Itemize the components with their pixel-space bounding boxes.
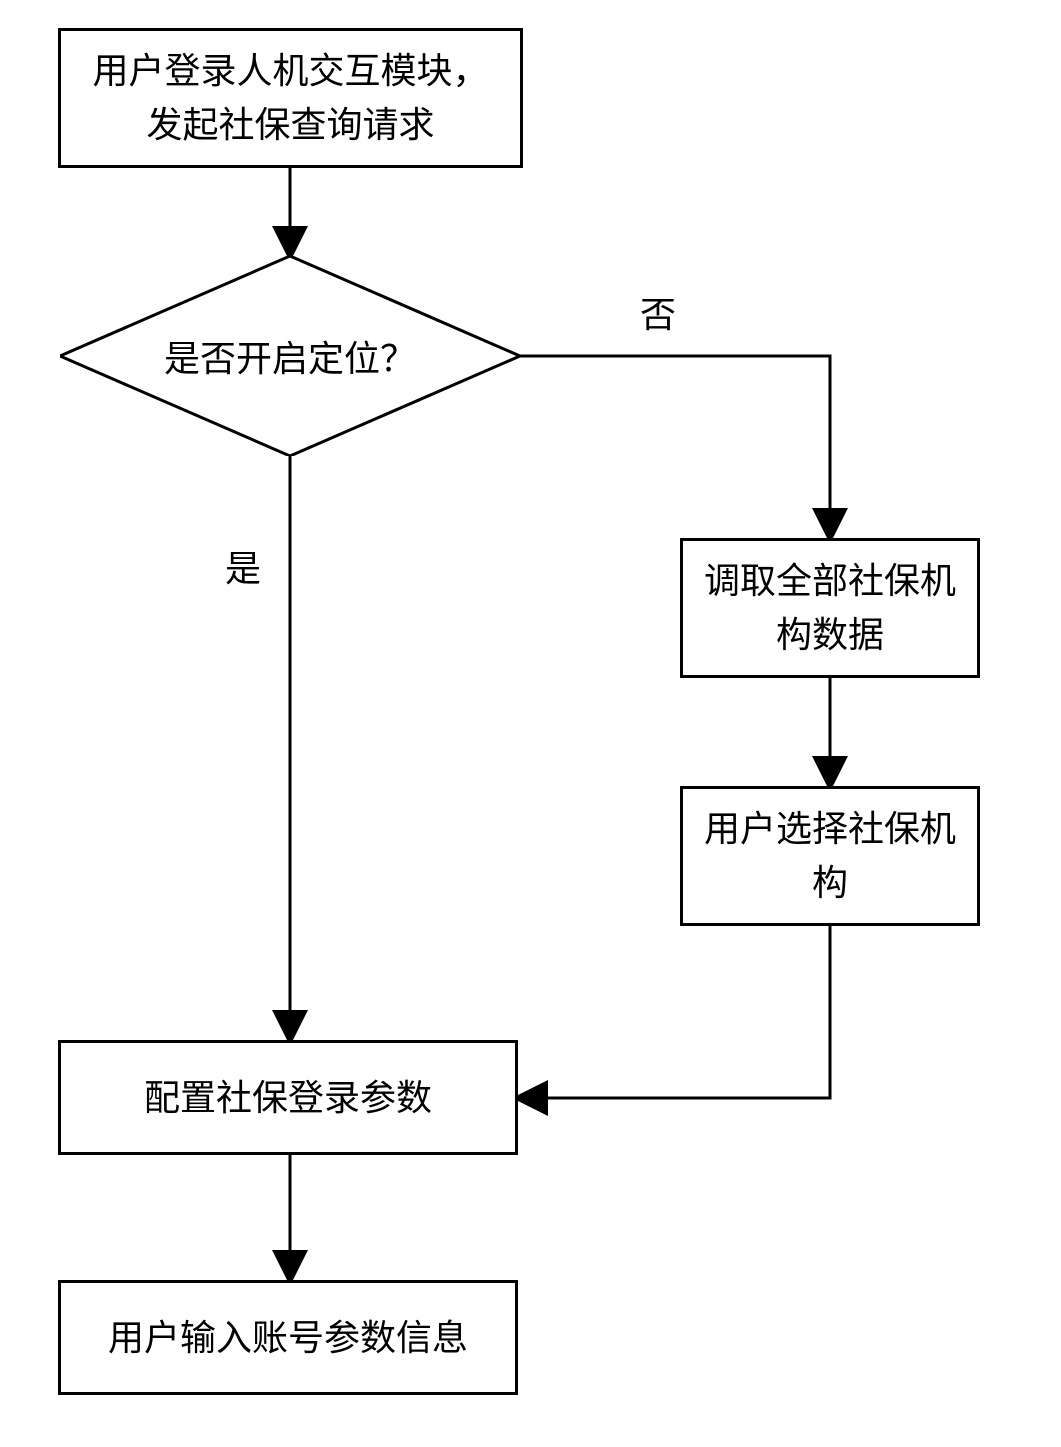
node-fetch-all-text: 调取全部社保机构数据 (703, 554, 957, 662)
flowchart-node-decision: 是否开启定位？ (60, 256, 520, 456)
node-user-select-text: 用户选择社保机构 (703, 802, 957, 910)
node-decision-text: 是否开启定位？ (164, 330, 416, 382)
node-config-params-text: 配置社保登录参数 (144, 1071, 432, 1125)
flowchart-edges (0, 0, 1061, 1447)
node-user-input-text: 用户输入账号参数信息 (108, 1311, 468, 1365)
node-start-text: 用户登录人机交互模块，发起社保查询请求 (81, 44, 500, 152)
flowchart-node-fetch-all: 调取全部社保机构数据 (680, 538, 980, 678)
flowchart-node-user-input: 用户输入账号参数信息 (58, 1280, 518, 1395)
edge-label-no: 否 (640, 286, 676, 338)
flowchart-node-user-select: 用户选择社保机构 (680, 786, 980, 926)
flowchart-node-start: 用户登录人机交互模块，发起社保查询请求 (58, 28, 523, 168)
flowchart-node-config-params: 配置社保登录参数 (58, 1040, 518, 1155)
edge-label-yes: 是 (225, 540, 261, 592)
